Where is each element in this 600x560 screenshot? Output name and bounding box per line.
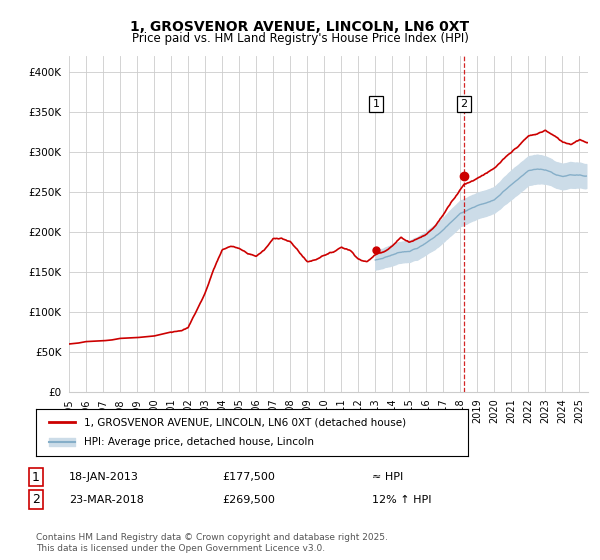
- Text: ≈ HPI: ≈ HPI: [372, 472, 403, 482]
- Text: 2: 2: [32, 493, 40, 506]
- Text: HPI: Average price, detached house, Lincoln: HPI: Average price, detached house, Linc…: [83, 437, 314, 447]
- Text: 2: 2: [461, 99, 467, 109]
- Text: 1, GROSVENOR AVENUE, LINCOLN, LN6 0XT: 1, GROSVENOR AVENUE, LINCOLN, LN6 0XT: [130, 20, 470, 34]
- Text: Price paid vs. HM Land Registry's House Price Index (HPI): Price paid vs. HM Land Registry's House …: [131, 32, 469, 45]
- Text: 1: 1: [373, 99, 380, 109]
- Text: £269,500: £269,500: [222, 494, 275, 505]
- Text: £177,500: £177,500: [222, 472, 275, 482]
- Text: 1: 1: [32, 470, 40, 484]
- Text: 12% ↑ HPI: 12% ↑ HPI: [372, 494, 431, 505]
- Text: 23-MAR-2018: 23-MAR-2018: [69, 494, 144, 505]
- Text: 1, GROSVENOR AVENUE, LINCOLN, LN6 0XT (detached house): 1, GROSVENOR AVENUE, LINCOLN, LN6 0XT (d…: [83, 417, 406, 427]
- Text: Contains HM Land Registry data © Crown copyright and database right 2025.
This d: Contains HM Land Registry data © Crown c…: [36, 533, 388, 553]
- Text: 18-JAN-2013: 18-JAN-2013: [69, 472, 139, 482]
